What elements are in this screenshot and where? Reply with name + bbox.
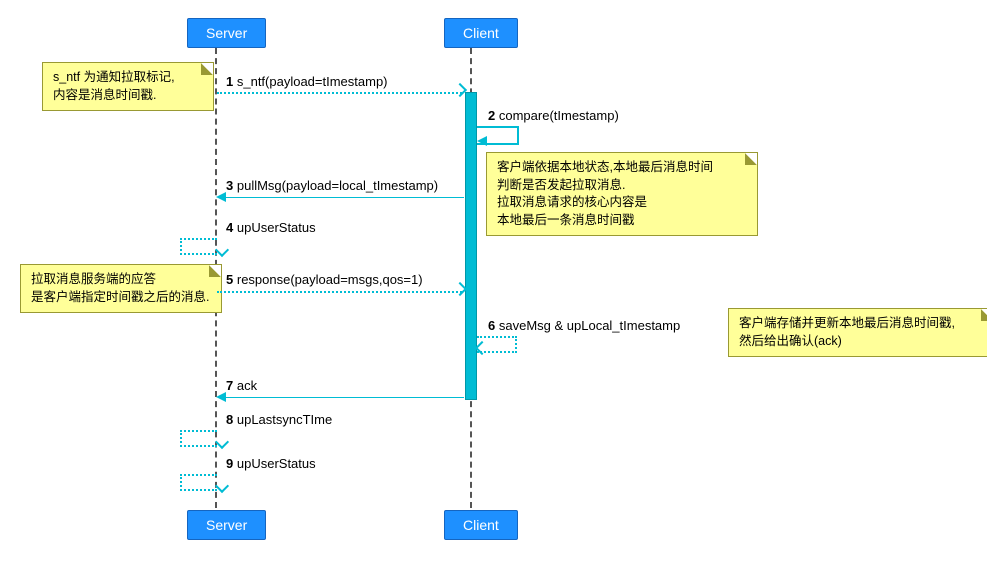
msg4-loop <box>180 238 217 255</box>
note2-l4: 本地最后一条消息时间戳 <box>497 212 747 230</box>
client-activation <box>465 92 477 400</box>
msg3-head <box>216 192 226 202</box>
note2-l2: 判断是否发起拉取消息. <box>497 177 747 195</box>
msg9-label: 9 upUserStatus <box>226 456 316 471</box>
msg5-label: 5 response(payload=msgs,qos=1) <box>226 272 423 287</box>
note-compare: 客户端依据本地状态,本地最后消息时间 判断是否发起拉取消息. 拉取消息请求的核心… <box>486 152 758 236</box>
participant-client-bottom: Client <box>444 510 518 540</box>
client-label-bottom: Client <box>463 517 499 533</box>
msg9-loop <box>180 474 217 491</box>
participant-server-bottom: Server <box>187 510 266 540</box>
msg2-head <box>477 136 487 146</box>
note4-l2: 然后给出确认(ack) <box>739 333 983 351</box>
msg4-label: 4 upUserStatus <box>226 220 316 235</box>
note3-l2: 是客户端指定时间戳之后的消息. <box>31 289 211 307</box>
msg1-label: 1 s_ntf(payload=tImestamp) <box>226 74 388 89</box>
msg7-head <box>216 392 226 402</box>
msg7-label: 7 ack <box>226 378 257 393</box>
note1-l1: s_ntf 为通知拉取标记, <box>53 69 203 87</box>
note2-l1: 客户端依据本地状态,本地最后消息时间 <box>497 159 747 177</box>
note-response: 拉取消息服务端的应答 是客户端指定时间戳之后的消息. <box>20 264 222 313</box>
msg2-label: 2 compare(tImestamp) <box>488 108 619 123</box>
participant-server-top: Server <box>187 18 266 48</box>
server-label-bottom: Server <box>206 517 247 533</box>
participant-client-top: Client <box>444 18 518 48</box>
client-label-top: Client <box>463 25 499 41</box>
note-ntf: s_ntf 为通知拉取标记, 内容是消息时间戳. <box>42 62 214 111</box>
msg8-label: 8 upLastsyncTIme <box>226 412 332 427</box>
msg3-arrow <box>220 197 464 198</box>
msg3-label: 3 pullMsg(payload=local_tImestamp) <box>226 178 438 193</box>
msg6-label: 6 saveMsg & upLocal_tImestamp <box>488 318 680 333</box>
server-label-top: Server <box>206 25 247 41</box>
note1-l2: 内容是消息时间戳. <box>53 87 203 105</box>
note2-l3: 拉取消息请求的核心内容是 <box>497 194 747 212</box>
note4-l1: 客户端存储并更新本地最后消息时间戳, <box>739 315 983 333</box>
msg5-arrow <box>217 291 462 293</box>
note-save: 客户端存储并更新本地最后消息时间戳, 然后给出确认(ack) <box>728 308 987 357</box>
sequence-diagram: Server Client Server Client s_ntf 为通知拉取标… <box>10 10 987 553</box>
msg8-loop <box>180 430 217 447</box>
note3-l1: 拉取消息服务端的应答 <box>31 271 211 289</box>
msg1-arrow <box>217 92 462 94</box>
msg7-arrow <box>220 397 464 398</box>
